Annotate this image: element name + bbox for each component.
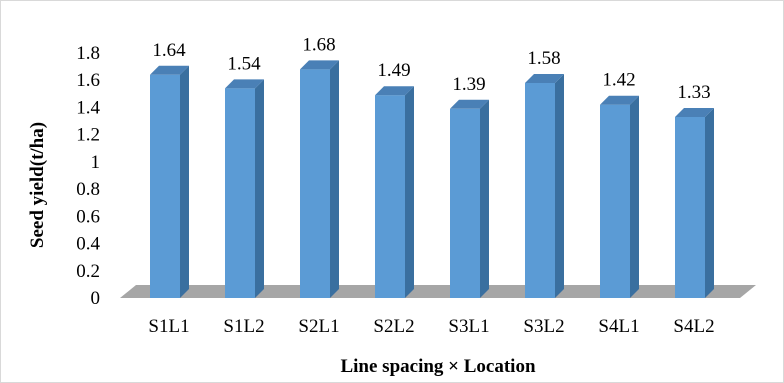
bar-top [600, 95, 639, 105]
bar-side [555, 73, 564, 298]
bar [150, 65, 189, 299]
x-tick-label: S2L2 [373, 316, 414, 337]
data-label: 1.33 [677, 82, 710, 103]
y-tick-label: 1.4 [76, 97, 100, 118]
bar-front [450, 108, 480, 298]
bar-top [150, 65, 189, 75]
bar-front [525, 82, 555, 298]
y-tick-label: 1.8 [76, 43, 100, 64]
x-tick-label: S1L1 [148, 316, 189, 337]
data-label: 1.58 [527, 48, 560, 69]
data-label: 1.42 [602, 70, 635, 91]
bar-front [675, 116, 705, 298]
bar-front [300, 69, 330, 298]
bar-top [450, 99, 489, 109]
bar [225, 79, 264, 298]
bar [600, 95, 639, 298]
y-tick-label: 1.6 [76, 70, 100, 91]
y-tick-label: 0.4 [76, 234, 100, 255]
x-tick-label: S3L1 [448, 316, 489, 337]
x-tick-label: S4L2 [673, 316, 714, 337]
bar-side [180, 65, 189, 299]
y-tick-label: 1 [91, 152, 101, 173]
bar-side [405, 86, 414, 298]
bar-side [255, 79, 264, 298]
data-label: 1.68 [302, 34, 335, 55]
bar-top [225, 79, 264, 89]
bar-side [705, 107, 714, 298]
bar-front [150, 74, 180, 299]
x-tick-label: S3L2 [523, 316, 564, 337]
bar-front [375, 95, 405, 298]
bar-top [375, 86, 414, 96]
bar-front [225, 88, 255, 298]
bar [300, 60, 339, 299]
bar [450, 99, 489, 298]
bar [375, 86, 414, 298]
data-label: 1.49 [377, 60, 410, 81]
bar-side [630, 95, 639, 298]
y-tick-label: 0 [91, 288, 101, 309]
data-label: 1.54 [227, 53, 261, 74]
bar-top [525, 73, 564, 83]
y-tick-label: 0.2 [76, 261, 100, 282]
y-axis-title: Seed yield(t/ha) [27, 122, 48, 248]
x-tick-label: S2L1 [298, 316, 339, 337]
bar-side [330, 60, 339, 299]
y-tick-label: 1.2 [76, 125, 100, 146]
x-tick-label: S1L2 [223, 316, 264, 337]
bar-front [600, 104, 630, 298]
bar-top [300, 60, 339, 70]
bar-top [675, 107, 714, 117]
y-tick-label: 0.6 [76, 206, 100, 227]
data-label: 1.39 [452, 74, 485, 95]
chart-floor [120, 285, 756, 298]
bar-side [480, 99, 489, 298]
y-tick-label: 0.8 [76, 179, 100, 200]
x-axis-title: Line spacing × Location [340, 356, 535, 377]
bar [525, 73, 564, 298]
x-tick-label: S4L1 [598, 316, 639, 337]
data-label: 1.64 [152, 40, 186, 61]
bar [675, 107, 714, 298]
